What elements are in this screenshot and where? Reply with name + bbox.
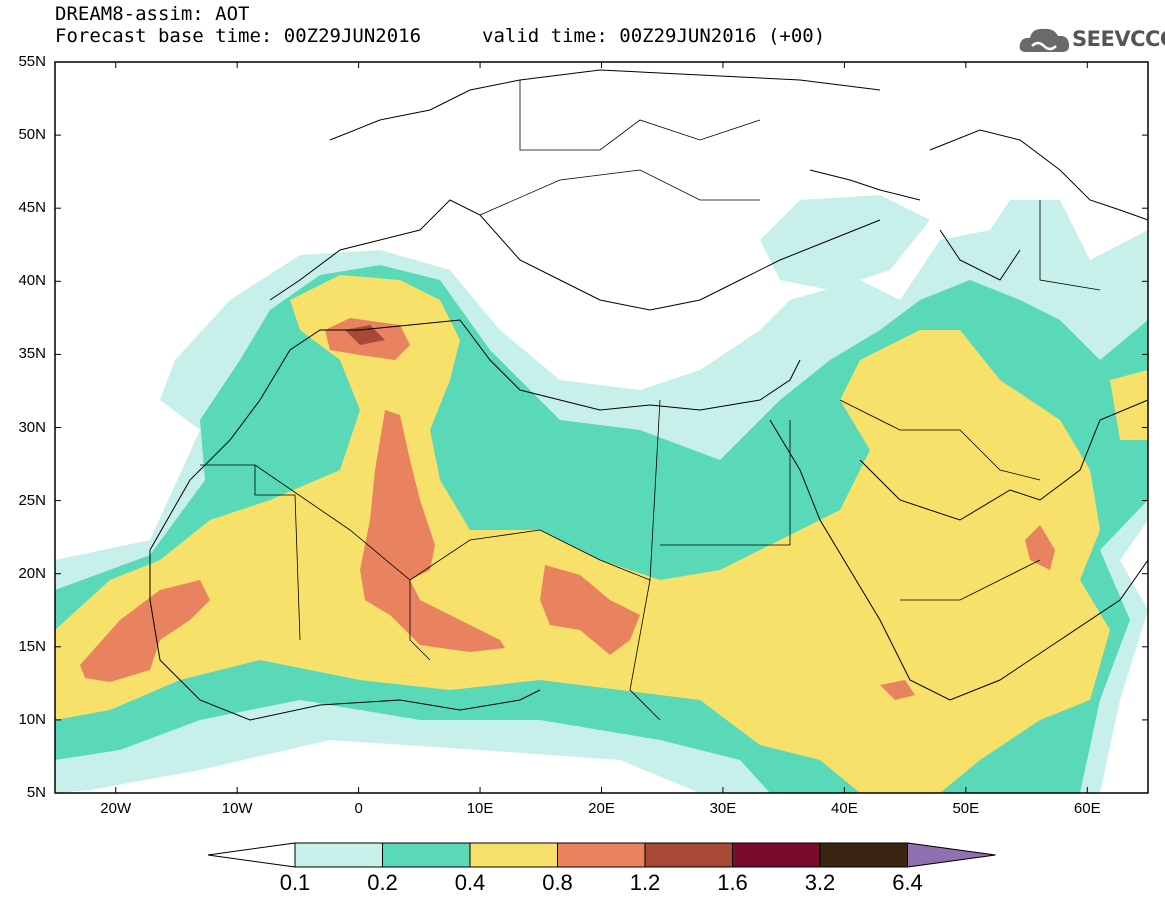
valid-time-label: valid time: 00Z29JUN2016 (+00)	[482, 25, 826, 47]
colorbar-level-label: 6.4	[892, 870, 923, 895]
aot-band-0.1-b	[760, 195, 930, 290]
colorbar-level-label: 0.2	[367, 870, 398, 895]
aot-field	[55, 62, 1148, 793]
colorbar-segment	[469, 842, 558, 868]
cloud-icon	[1019, 28, 1070, 52]
lon-label: 30E	[709, 800, 737, 817]
lon-label: 10E	[466, 800, 494, 817]
lat-label: 35N	[18, 345, 46, 363]
lon-label: 0	[354, 800, 363, 817]
colorbar-level-label: 1.6	[717, 870, 748, 895]
lat-label: 30N	[18, 418, 46, 436]
lon-label: 60E	[1073, 800, 1101, 817]
colorbar-level-label: 0.8	[542, 870, 573, 895]
lat-label: 55N	[18, 53, 46, 70]
lat-label: 45N	[18, 199, 46, 217]
coastlines	[149, 69, 1148, 721]
colorbar-level-label: 3.2	[804, 870, 836, 895]
colorbar	[207, 842, 996, 868]
aot-band-0.8-f	[880, 680, 915, 700]
colorbar-max-arrow	[907, 842, 996, 868]
lat-label: 50N	[18, 126, 46, 144]
lon-label: 10W	[221, 800, 253, 817]
lat-label: 20N	[18, 564, 46, 582]
lat-label: 40N	[18, 272, 46, 290]
aot-band-0.8-c	[540, 565, 640, 655]
colorbar-level-label: 0.1	[279, 870, 311, 895]
colorbar-segment	[294, 842, 383, 868]
logo-text: SEEVCCC	[1072, 27, 1165, 51]
axis-ticks	[55, 61, 1148, 794]
lon-label: 40E	[831, 800, 858, 817]
aot-band-0.4-b	[1110, 370, 1148, 440]
colorbar-level-label: 0.4	[454, 870, 486, 895]
lat-label: 25N	[18, 491, 46, 509]
colorbar-segment	[732, 842, 821, 868]
borders	[200, 80, 1101, 721]
aot-band-0.8	[80, 580, 210, 682]
colorbar-segment	[644, 842, 733, 868]
colorbar-segment	[382, 842, 471, 868]
aot-band-0.4	[55, 275, 1110, 793]
lon-label: 20E	[588, 800, 615, 817]
colorbar-segment	[819, 842, 908, 868]
colorbar-min-arrow	[207, 842, 296, 868]
lat-label: 15N	[18, 637, 46, 655]
lon-label: 50E	[952, 800, 980, 817]
aot-band-0.8-e	[1025, 525, 1055, 570]
colorbar-segment	[557, 842, 646, 868]
colorbar-level-label: 1.2	[629, 870, 661, 895]
base-time-label: Forecast base time: 00Z29JUN2016	[55, 25, 422, 47]
aot-band-0.8-b	[360, 410, 505, 652]
lat-label: 10N	[18, 710, 46, 728]
lon-label: 20W	[100, 800, 132, 817]
lat-label: 5N	[26, 784, 46, 801]
chart-title: DREAM8-assim: AOT	[55, 3, 250, 25]
